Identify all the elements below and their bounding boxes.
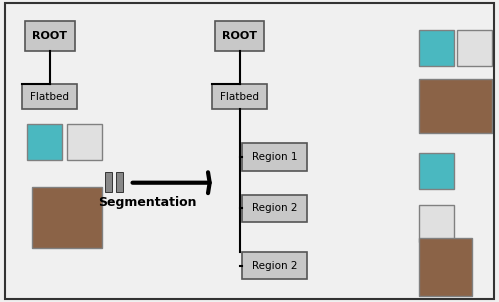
Bar [27, 124, 62, 160]
Bar [419, 153, 454, 189]
Bar [419, 238, 472, 296]
FancyBboxPatch shape [242, 252, 307, 279]
Bar [419, 205, 454, 242]
FancyBboxPatch shape [212, 84, 267, 109]
Bar [419, 79, 492, 133]
FancyBboxPatch shape [25, 21, 75, 51]
FancyBboxPatch shape [242, 195, 307, 222]
Text: Region 2: Region 2 [251, 203, 297, 214]
Text: Flatbed: Flatbed [220, 92, 259, 102]
Text: Segmentation: Segmentation [98, 196, 197, 209]
Bar [32, 187, 102, 248]
FancyBboxPatch shape [215, 21, 264, 51]
FancyBboxPatch shape [22, 84, 77, 109]
FancyBboxPatch shape [242, 143, 307, 171]
Bar [457, 30, 492, 66]
Text: ROOT: ROOT [222, 31, 257, 41]
Text: Region 1: Region 1 [251, 152, 297, 162]
Bar [419, 30, 454, 66]
FancyBboxPatch shape [116, 172, 123, 192]
Text: ROOT: ROOT [32, 31, 67, 41]
Text: Region 2: Region 2 [251, 261, 297, 271]
FancyBboxPatch shape [105, 172, 112, 192]
Bar [67, 124, 102, 160]
Text: Flatbed: Flatbed [30, 92, 69, 102]
